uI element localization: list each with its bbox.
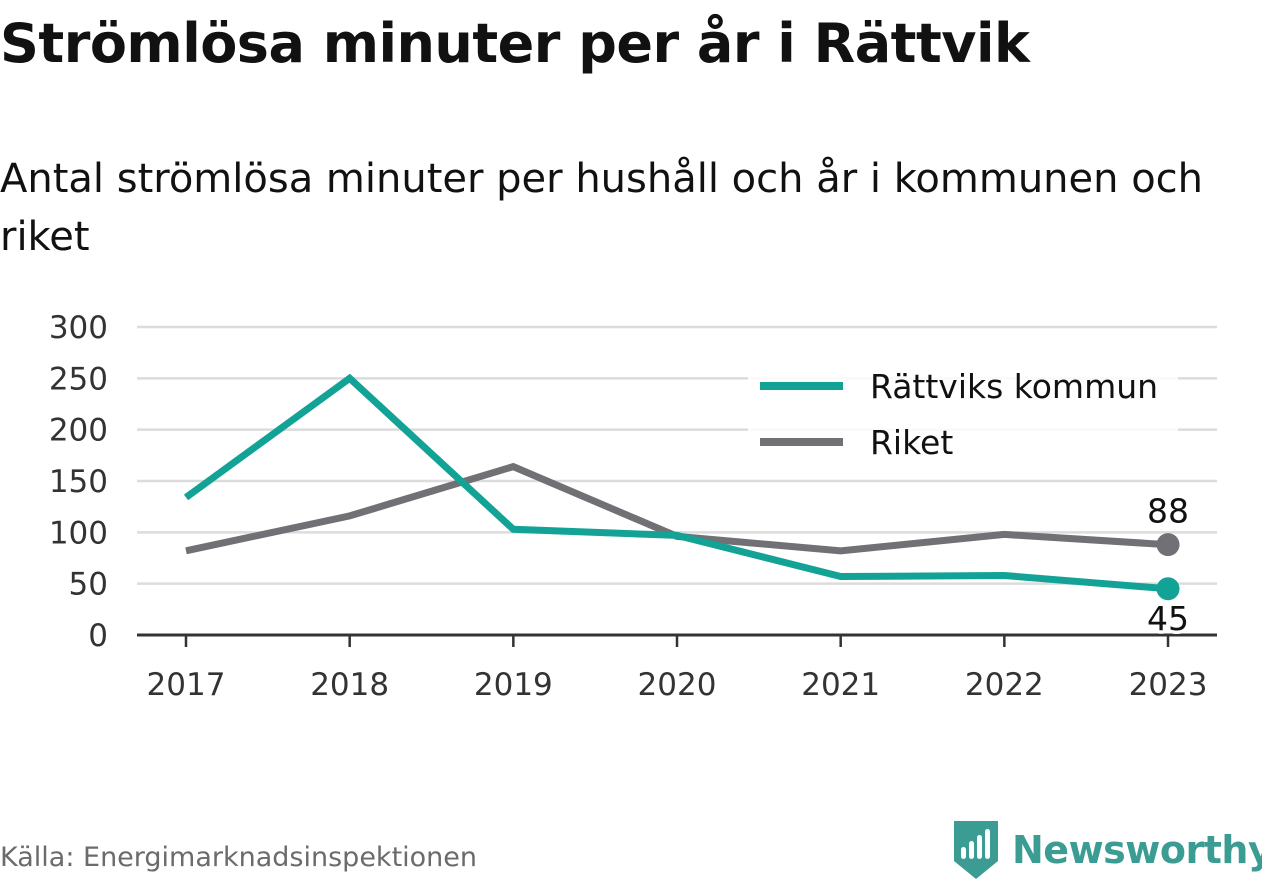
y-tick-label: 100 [49,515,108,551]
legend-label: Rättviks kommun [870,367,1158,406]
y-tick-label: 250 [49,361,108,397]
x-axis [137,633,1217,647]
x-tick-label: 2019 [474,667,553,703]
chart-subtitle: Antal strömlösa minuter per hushåll och … [0,156,1204,260]
brand-name: Newsworthy [1012,828,1262,872]
end-value-label: 88 [1147,492,1189,531]
legend-background [748,362,1178,468]
y-tick-label: 50 [69,567,108,603]
y-axis-tick-labels: 0 50 100 150 200 250 300 [49,310,108,654]
series-lines: 45 88 [183,373,1193,641]
y-tick-label: 200 [49,413,108,449]
x-tick-label: 2017 [147,667,226,703]
source-note: Källa: Energimarknadsinspektionen [0,842,478,873]
legend: Rättviks kommun Riket [748,362,1178,468]
end-point-marker [1156,533,1180,557]
x-tick-label: 2023 [1129,667,1208,703]
newsworthy-logo: Newsworthy [952,820,1262,880]
x-tick-label: 2022 [965,667,1044,703]
end-point-marker [1156,577,1180,601]
x-tick-label: 2021 [801,667,880,703]
y-tick-label: 300 [49,310,108,346]
bar-chart-tag-icon [954,821,998,879]
legend-label: Riket [870,423,953,462]
end-value-label: 45 [1147,599,1189,638]
x-tick-label: 2020 [638,667,717,703]
series-line-rättviks-kommun [183,373,1169,593]
x-axis-tick-labels: 2017 2018 2019 2020 2021 2022 2023 [147,667,1208,703]
chart-title: Strömlösa minuter per år i Rättvik [0,12,1030,75]
x-tick-label: 2018 [310,667,389,703]
y-tick-label: 0 [88,618,108,654]
y-tick-label: 150 [49,464,108,500]
